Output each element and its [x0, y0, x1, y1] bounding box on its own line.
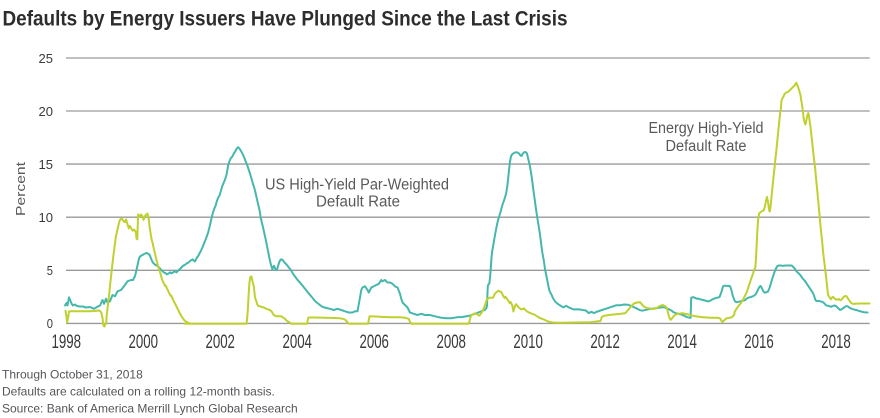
svg-text:Default Rate: Default Rate — [316, 194, 400, 211]
svg-text:Defaults are calculated on a r: Defaults are calculated on a rolling 12-… — [2, 385, 275, 399]
svg-text:2014: 2014 — [667, 331, 697, 353]
svg-text:2006: 2006 — [359, 331, 389, 353]
svg-text:US High-Yield Par-Weighted: US High-Yield Par-Weighted — [265, 177, 449, 194]
svg-text:2010: 2010 — [513, 331, 543, 353]
svg-text:Defaults by Energy Issuers Hav: Defaults by Energy Issuers Have Plunged … — [3, 7, 568, 31]
svg-text:2016: 2016 — [744, 331, 774, 353]
svg-text:25: 25 — [39, 51, 54, 66]
svg-text:10: 10 — [39, 210, 54, 225]
svg-text:5: 5 — [47, 263, 53, 278]
svg-text:Source: Bank of America Merril: Source: Bank of America Merrill Lynch Gl… — [2, 402, 298, 416]
svg-text:20: 20 — [39, 104, 54, 119]
svg-text:2004: 2004 — [282, 331, 312, 353]
svg-text:Percent: Percent — [13, 162, 28, 216]
svg-text:Through October 31, 2018: Through October 31, 2018 — [2, 367, 143, 381]
svg-text:2008: 2008 — [436, 331, 466, 353]
svg-text:1998: 1998 — [52, 331, 82, 353]
svg-text:15: 15 — [39, 157, 54, 172]
svg-text:Energy High-Yield: Energy High-Yield — [649, 120, 764, 137]
svg-text:0: 0 — [47, 316, 53, 331]
svg-text:2002: 2002 — [205, 331, 235, 353]
svg-text:2018: 2018 — [821, 331, 851, 353]
svg-text:2000: 2000 — [129, 331, 159, 353]
svg-text:Default Rate: Default Rate — [666, 138, 747, 155]
svg-text:2012: 2012 — [590, 331, 620, 353]
